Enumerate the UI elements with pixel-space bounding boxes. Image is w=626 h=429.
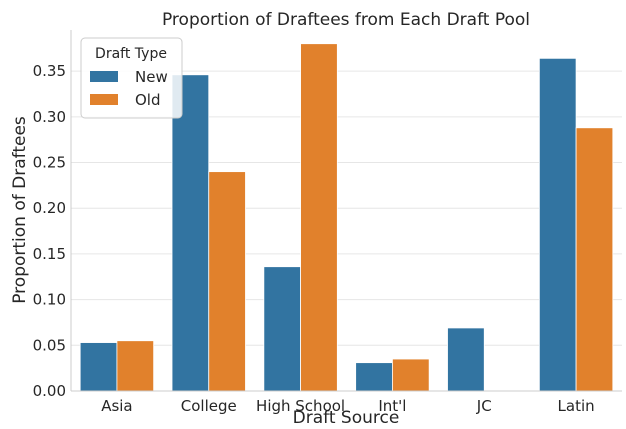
bar-old-high-school: [300, 43, 338, 392]
bar-old-latin: [575, 127, 614, 392]
y-tick-label: 0.35: [33, 62, 66, 80]
y-tick-label: 0.25: [33, 154, 66, 172]
bar-new-int-l: [355, 362, 393, 392]
y-tick-label: 0.05: [33, 336, 66, 354]
bar-new-high-school: [263, 266, 301, 392]
y-tick-label: 0.20: [33, 199, 66, 217]
x-tick-label: JC: [476, 397, 492, 415]
x-tick-label: Int'l: [378, 397, 406, 415]
y-tick-label: 0.30: [33, 108, 66, 126]
x-tick-label: College: [181, 397, 237, 415]
legend-swatch-new: [90, 71, 118, 82]
bar-new-latin: [538, 57, 577, 392]
x-tick-label: Asia: [101, 397, 132, 415]
y-tick-label: 0.00: [33, 382, 66, 400]
x-tick-label: High School: [256, 397, 345, 415]
bar-new-college: [171, 74, 210, 392]
bar-old-int-l: [392, 358, 430, 392]
legend-label-old: Old: [135, 91, 161, 109]
bars: [79, 43, 614, 392]
legend-title: Draft Type: [95, 46, 167, 62]
y-ticks: 0.00 0.05 0.10 0.15 0.20 0.25 0.30 0.35: [33, 62, 66, 400]
x-ticks: Asia College High School Int'l JC Latin: [101, 397, 594, 415]
legend: Draft Type New Old: [80, 37, 183, 119]
x-axis-label: Draft Source: [293, 408, 400, 428]
bar-new-jc: [447, 327, 485, 392]
y-tick-label: 0.10: [33, 291, 66, 309]
legend-swatch-old: [90, 94, 118, 105]
y-tick-label: 0.15: [33, 245, 66, 263]
bar-old-college: [208, 171, 246, 392]
bar-old-asia: [116, 340, 155, 392]
chart-title: Proportion of Draftees from Each Draft P…: [162, 10, 530, 30]
y-axis-label: Proportion of Draftees: [10, 116, 30, 304]
bar-new-asia: [79, 342, 118, 392]
x-tick-label: Latin: [558, 397, 595, 415]
legend-label-new: New: [135, 68, 168, 86]
